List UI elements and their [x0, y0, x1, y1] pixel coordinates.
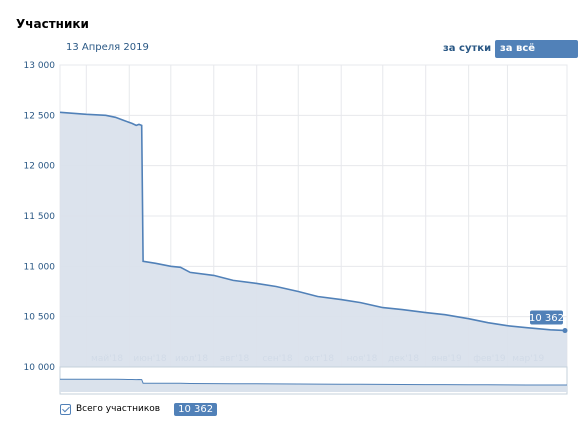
legend: Всего участников 10 362 — [60, 401, 218, 417]
last-value-badge — [530, 310, 563, 325]
y-tick-label: 12 000 — [24, 162, 56, 172]
page-title: Участники — [16, 17, 89, 31]
y-tick-label: 10 000 — [24, 363, 56, 373]
series-area — [60, 112, 567, 367]
date-label: 13 Апреля 2019 — [66, 42, 149, 53]
y-tick-label: 13 000 — [24, 61, 56, 71]
last-value-label: 10 362 — [529, 313, 564, 324]
members-area-chart: 10 000 10 500 11 000 11 500 12 000 12 500 13 0… — [24, 61, 568, 395]
navigator-line — [59, 378, 567, 386]
legend-value-badge: 10 362 — [174, 402, 218, 416]
y-tick-label: 12 500 — [24, 111, 56, 121]
y-tick-label: 10 500 — [24, 313, 56, 323]
range-day-button[interactable]: за сутки — [443, 43, 492, 54]
navigator-area — [60, 379, 567, 392]
series-line — [59, 111, 568, 332]
last-point-marker — [562, 328, 568, 334]
y-tick-label: 11 500 — [24, 212, 56, 222]
y-tick-label: 11 000 — [24, 262, 56, 272]
legend-label: Всего участников — [76, 404, 161, 414]
legend-checkbox[interactable] — [60, 403, 71, 415]
